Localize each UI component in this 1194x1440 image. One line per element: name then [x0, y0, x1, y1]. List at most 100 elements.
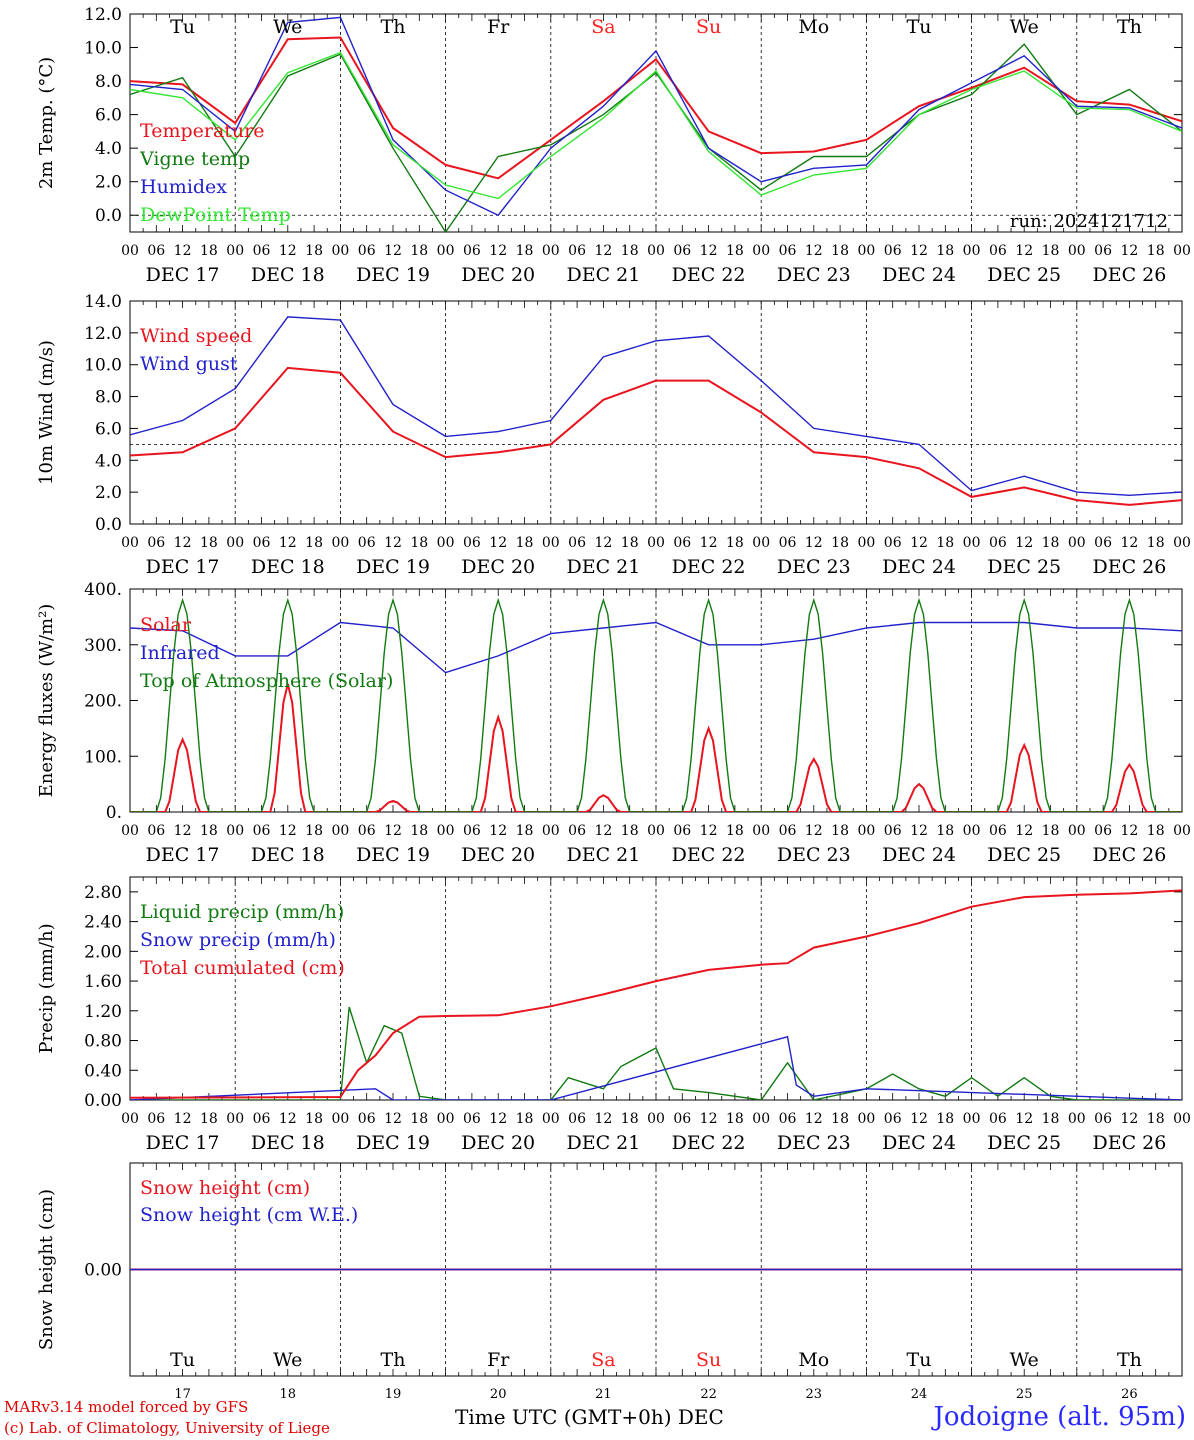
- hour-tick-label: 18: [936, 535, 954, 551]
- y-tick-label: 100.: [84, 747, 122, 767]
- hour-tick-label: 06: [253, 823, 271, 839]
- weekday-label: Fr: [487, 1349, 510, 1371]
- legend-entry: Top of Atmosphere (Solar): [140, 670, 393, 692]
- hour-tick-label: 18: [1042, 1111, 1060, 1127]
- y-tick-label: 0.0: [95, 206, 122, 226]
- hour-tick-label: 00: [647, 243, 665, 259]
- hour-tick-label: 00: [437, 535, 455, 551]
- hour-tick-label: 00: [1173, 535, 1191, 551]
- hour-tick-label: 12: [700, 243, 718, 259]
- date-label: DEC 22: [672, 1132, 746, 1154]
- hour-tick-label: 12: [174, 243, 192, 259]
- y-axis-label: Precip (mm/h): [36, 923, 57, 1053]
- hour-tick-label: 12: [700, 1111, 718, 1127]
- date-label: DEC 19: [356, 844, 430, 866]
- hour-tick-label: 18: [726, 243, 744, 259]
- hour-tick-label: 18: [831, 535, 849, 551]
- date-label: DEC 17: [146, 844, 220, 866]
- hour-tick-label: 00: [542, 1111, 560, 1127]
- date-label: DEC 19: [356, 556, 430, 578]
- hour-tick-label: 12: [489, 535, 507, 551]
- hour-tick-label: 06: [989, 823, 1007, 839]
- legend-entry: Humidex: [140, 176, 227, 198]
- day-number-label: 20: [490, 1387, 507, 1402]
- hour-tick-label: 18: [1147, 1111, 1165, 1127]
- hour-tick-label: 18: [621, 1111, 639, 1127]
- weekday-label: We: [1010, 1349, 1039, 1371]
- hour-tick-label: 06: [673, 1111, 691, 1127]
- hour-tick-label: 06: [147, 823, 165, 839]
- credit-model: MARv3.14 model forced by GFS: [4, 1398, 249, 1416]
- hour-tick-label: 12: [805, 823, 823, 839]
- y-tick-label: 0.80: [84, 1032, 122, 1052]
- hour-tick-label: 00: [752, 823, 770, 839]
- x-axis-unit: DEC: [677, 1405, 724, 1429]
- legend-entry: Liquid precip (mm/h): [140, 901, 344, 923]
- hour-tick-label: 06: [568, 243, 586, 259]
- date-label: DEC 23: [777, 844, 851, 866]
- y-tick-label: 12.0: [84, 5, 122, 25]
- hour-tick-label: 06: [673, 243, 691, 259]
- hour-tick-label: 12: [700, 823, 718, 839]
- series-line-wind-speed: [130, 366, 1182, 506]
- station-label: Jodoigne (alt. 95m): [933, 1402, 1186, 1432]
- y-tick-label: 2.80: [84, 883, 122, 903]
- hour-tick-label: 18: [516, 823, 534, 839]
- hour-tick-label: 18: [1042, 243, 1060, 259]
- hour-tick-label: 06: [673, 823, 691, 839]
- hour-tick-label: 06: [568, 535, 586, 551]
- legend-entry: Snow precip (mm/h): [140, 929, 336, 951]
- day-number-label: 22: [700, 1387, 717, 1402]
- legend-entry: Wind gust: [140, 353, 238, 375]
- hour-tick-label: 06: [779, 243, 797, 259]
- hour-tick-label: 00: [752, 535, 770, 551]
- hour-tick-label: 18: [831, 1111, 849, 1127]
- hour-tick-label: 06: [568, 1111, 586, 1127]
- date-label: DEC 18: [251, 1132, 325, 1154]
- hour-tick-label: 12: [805, 535, 823, 551]
- weekday-label: We: [1010, 16, 1039, 38]
- hour-tick-label: 00: [857, 535, 875, 551]
- hour-tick-label: 00: [1068, 823, 1086, 839]
- date-label: DEC 22: [672, 264, 746, 286]
- hour-tick-label: 18: [200, 1111, 218, 1127]
- weekday-label: Tu: [907, 16, 932, 38]
- hour-tick-label: 18: [200, 535, 218, 551]
- hour-tick-label: 18: [516, 535, 534, 551]
- y-tick-label: 0.0: [95, 515, 122, 535]
- hour-tick-label: 18: [200, 823, 218, 839]
- hour-tick-label: 18: [621, 823, 639, 839]
- date-label: DEC 24: [882, 1132, 956, 1154]
- series-line-humidex: [130, 16, 1182, 217]
- hour-tick-label: 00: [1068, 243, 1086, 259]
- legend-entry: Total cumulated (cm): [140, 957, 345, 979]
- weekday-label: Th: [381, 16, 406, 38]
- hour-tick-label: 18: [410, 535, 428, 551]
- hour-tick-label: 00: [1173, 823, 1191, 839]
- hour-tick-label: 00: [121, 823, 139, 839]
- hour-tick-label: 06: [463, 535, 481, 551]
- hour-tick-label: 00: [121, 1111, 139, 1127]
- date-label: DEC 20: [461, 556, 535, 578]
- hour-tick-label: 06: [253, 243, 271, 259]
- date-label: DEC 18: [251, 264, 325, 286]
- hour-tick-label: 12: [384, 823, 402, 839]
- date-label: DEC 22: [672, 556, 746, 578]
- panel-frame: [129, 300, 1183, 525]
- date-label: DEC 26: [1092, 264, 1166, 286]
- y-tick-label: 400.: [84, 580, 122, 600]
- day-number-label: 24: [911, 1387, 928, 1402]
- hour-tick-label: 06: [463, 1111, 481, 1127]
- weekday-label: We: [273, 1349, 302, 1371]
- hour-tick-label: 18: [1147, 535, 1165, 551]
- hour-tick-label: 12: [174, 535, 192, 551]
- hour-tick-label: 18: [305, 535, 323, 551]
- hour-tick-label: 12: [489, 1111, 507, 1127]
- hour-tick-label: 00: [542, 823, 560, 839]
- hour-tick-label: 12: [279, 535, 297, 551]
- hour-tick-label: 00: [752, 1111, 770, 1127]
- hour-tick-label: 00: [752, 243, 770, 259]
- hour-tick-label: 00: [226, 1111, 244, 1127]
- day-number-label: 25: [1016, 1387, 1033, 1402]
- hour-tick-label: 12: [489, 243, 507, 259]
